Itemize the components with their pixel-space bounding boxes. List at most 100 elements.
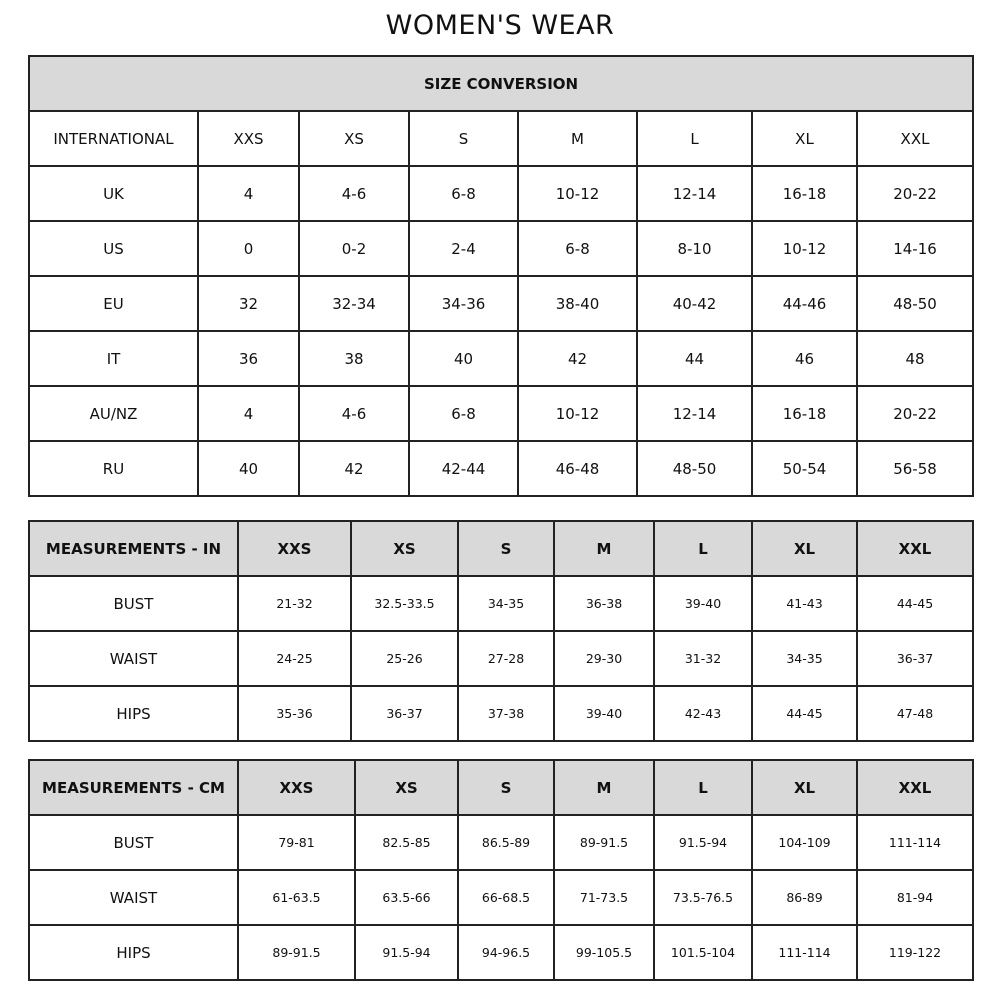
table-cell: 8-10	[636, 220, 753, 277]
table-cell: 35-36	[237, 685, 352, 742]
table-cell: 34-35	[751, 630, 858, 687]
row-label: HIPS	[28, 685, 239, 742]
table-cell: 99-105.5	[553, 924, 655, 981]
table-cell: 20-22	[855, 165, 975, 222]
table-cell: 20-22	[855, 385, 975, 442]
row-label: AU/NZ	[28, 385, 199, 442]
table-cell: 34-36	[408, 275, 519, 332]
table-row: HIPS 89-91.5 91.5-94 94-96.5 99-105.5 101.5-1…	[28, 924, 974, 981]
table-cell: 4	[197, 385, 300, 442]
table-cell: 101.5-104	[653, 924, 753, 981]
table-cell: 46-48	[517, 440, 638, 497]
measurements-in-table: MEASUREMENTS - IN XXS XS S M L XL XXL BUST 21-32 3…	[28, 520, 974, 742]
table-cell: 31-32	[653, 630, 753, 687]
table-cell: 41-43	[751, 575, 858, 632]
table-cell: XXL	[855, 110, 975, 167]
table-cell: 36	[197, 330, 300, 387]
table-cell: XS	[298, 110, 410, 167]
size-header: XXS	[237, 759, 356, 816]
row-label: WAIST	[28, 869, 239, 926]
table-cell: 111-114	[751, 924, 858, 981]
table-cell: 6-8	[408, 165, 519, 222]
table-cell: 61-63.5	[237, 869, 356, 926]
table-cell: 66-68.5	[457, 869, 555, 926]
size-header: S	[457, 759, 555, 816]
size-header: XS	[350, 520, 459, 577]
row-label: HIPS	[28, 924, 239, 981]
table-cell: 21-32	[237, 575, 352, 632]
table-cell: 34-35	[457, 575, 555, 632]
table-cell: 82.5-85	[354, 814, 459, 871]
size-header: XXL	[856, 759, 974, 816]
size-header: M	[553, 759, 655, 816]
table-cell: 86.5-89	[457, 814, 555, 871]
table-cell: 89-91.5	[553, 814, 655, 871]
row-label: BUST	[28, 575, 239, 632]
table-cell: 73.5-76.5	[653, 869, 753, 926]
table-cell: 56-58	[855, 440, 975, 497]
table-cell: 16-18	[751, 165, 858, 222]
table-cell: 111-114	[856, 814, 974, 871]
table-cell: 48-50	[636, 440, 753, 497]
table-cell: XXS	[197, 110, 300, 167]
page-title: WOMEN'S WEAR	[385, 10, 615, 41]
table-cell: 104-109	[751, 814, 858, 871]
table-cell: 12-14	[636, 165, 753, 222]
table-heading: MEASUREMENTS - IN	[28, 520, 239, 577]
table-cell: 42-43	[653, 685, 753, 742]
size-header: L	[653, 520, 753, 577]
size-header: XL	[751, 520, 858, 577]
table-cell: 4-6	[298, 165, 410, 222]
table-cell: 48-50	[855, 275, 975, 332]
table-cell: 119-122	[856, 924, 974, 981]
table-cell: 91.5-94	[653, 814, 753, 871]
row-label: RU	[28, 440, 199, 497]
row-label: US	[28, 220, 199, 277]
table-cell: 6-8	[408, 385, 519, 442]
table-cell: 24-25	[237, 630, 352, 687]
table-cell: 32-34	[298, 275, 410, 332]
table-cell: 38	[298, 330, 410, 387]
table-cell: 36-38	[553, 575, 655, 632]
table-cell: 44-46	[751, 275, 858, 332]
table-row: WAIST 61-63.5 63.5-66 66-68.5 71-73.5 73.5-76…	[28, 869, 974, 926]
table-cell: 94-96.5	[457, 924, 555, 981]
size-header: M	[553, 520, 655, 577]
table-cell: 42	[298, 440, 410, 497]
size-header: XXL	[856, 520, 974, 577]
table-cell: 25-26	[350, 630, 459, 687]
table-cell: S	[408, 110, 519, 167]
table-cell: 36-37	[350, 685, 459, 742]
table-cell: 16-18	[751, 385, 858, 442]
table-cell: 63.5-66	[354, 869, 459, 926]
table-cell: 12-14	[636, 385, 753, 442]
row-label: BUST	[28, 814, 239, 871]
table-cell: 4	[197, 165, 300, 222]
table-row: UK 4 4-6 6-8 10-12 12-14 16-18 20-22	[28, 165, 975, 222]
table-cell: 2-4	[408, 220, 519, 277]
table-cell: 50-54	[751, 440, 858, 497]
row-label: EU	[28, 275, 199, 332]
table-cell: 42	[517, 330, 638, 387]
table-cell: 0	[197, 220, 300, 277]
table-cell: 14-16	[855, 220, 975, 277]
size-header: L	[653, 759, 753, 816]
table-cell: 10-12	[751, 220, 858, 277]
table-cell: 10-12	[517, 385, 638, 442]
row-label: INTERNATIONAL	[28, 110, 199, 167]
row-label: UK	[28, 165, 199, 222]
table-cell: 4-6	[298, 385, 410, 442]
table-row: AU/NZ 4 4-6 6-8 10-12 12-14 16-18 20-22	[28, 385, 975, 442]
table-cell: XL	[751, 110, 858, 167]
table-row: BUST 21-32 32.5-33.5 34-35 36-38 39-40 41-43 44…	[28, 575, 974, 632]
table-cell: 32	[197, 275, 300, 332]
table-cell: 38-40	[517, 275, 638, 332]
table-cell: 42-44	[408, 440, 519, 497]
size-header: XS	[354, 759, 459, 816]
table-cell: 40	[197, 440, 300, 497]
table-cell: 10-12	[517, 165, 638, 222]
table-cell: 32.5-33.5	[350, 575, 459, 632]
table-header-row: MEASUREMENTS - CM XXS XS S M L XL XXL	[28, 759, 974, 816]
table-cell: 29-30	[553, 630, 655, 687]
table-header-row: SIZE CONVERSION	[27, 55, 975, 112]
